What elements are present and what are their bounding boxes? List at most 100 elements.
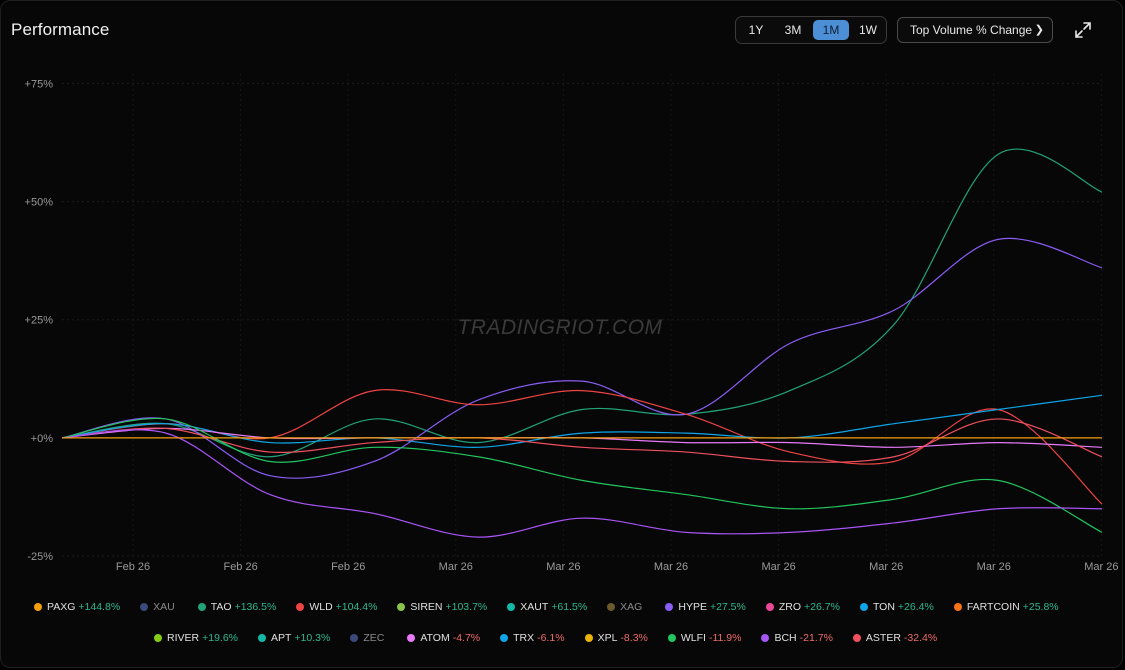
page-title: Performance [11,20,110,39]
legend-symbol: XAU [153,601,175,613]
legend-symbol: HYPE [678,601,707,613]
legend-item-aster[interactable]: ASTER -32.4% [852,631,937,645]
legend-dot-icon [607,603,616,611]
legend-change: -8.3% [620,632,648,644]
legend-change: +144.8% [78,601,121,613]
expand-arrows-icon[interactable] [1074,21,1092,39]
legend-change: +25.8% [1022,601,1059,613]
legend-symbol: ATOM [420,632,450,644]
chart-grid [62,74,1102,557]
legend-change: +27.5% [709,601,746,613]
legend-dot-icon [154,634,162,642]
legend-symbol: SIREN [410,601,443,613]
legend-dot-icon [765,603,774,611]
performance-chart: TRADINGRIOT.COM +75% +50% +25% +0% -25% Feb … [25,74,1119,573]
legend-symbol: RIVER [167,632,200,644]
range-3m-button[interactable]: 3M [784,23,802,37]
watermark: TRADINGRIOT.COM [457,316,662,339]
x-tick-label: Mar 26 [869,561,903,573]
legend-symbol: PAXG [47,601,76,613]
legend-change: -21.7% [799,632,833,644]
series-line-wlfi[interactable] [61,417,1103,533]
x-tick-label: Feb 26 [116,561,150,573]
legend-item-xag[interactable]: XAG [607,600,645,614]
legend-dot-icon [584,634,593,642]
legend-symbol: FARTCOIN [966,601,1020,613]
legend-symbol: ZRO [778,601,802,613]
legend-item-hype[interactable]: HYPE +27.5% [665,600,746,614]
x-tick-label: Mar 26 [654,561,688,573]
legend-symbol: WLD [309,601,333,613]
legend-item-river[interactable]: RIVER +19.6% [154,631,238,645]
legend-item-atom[interactable]: ATOM -4.7% [407,631,480,645]
legend-dot-icon [507,603,516,611]
legend-item-apt[interactable]: APT +10.3% [258,631,330,645]
legend-change: +10.3% [294,632,331,644]
x-tick-label: Mar 26 [546,561,580,573]
legend-item-zro[interactable]: ZRO +26.7% [765,600,840,614]
x-tick-label: Mar 26 [439,561,473,573]
legend-item-xau[interactable]: XAU [140,600,178,614]
range-1y-button[interactable]: 1Y [748,23,764,37]
x-tick-label: Mar 26 [977,561,1011,573]
y-tick-label: +0% [31,433,54,445]
legend-dot-icon [665,603,674,611]
legend-item-trx[interactable]: TRX -6.1% [500,631,565,645]
legend-change: -6.1% [537,632,565,644]
legend-symbol: WLFI [680,632,706,644]
y-tick-label: +50% [25,197,54,209]
legend-change: +104.4% [335,601,378,613]
legend-symbol: APT [271,632,292,644]
legend-item-paxg[interactable]: PAXG +144.8% [34,600,120,614]
legend-item-tao[interactable]: TAO +136.5% [197,600,277,614]
legend-item-wlfi[interactable]: WLFI -11.9% [667,631,742,645]
legend-symbol: XAUT [520,601,549,613]
legend-item-bch[interactable]: BCH -21.7% [761,631,833,645]
legend-item-wld[interactable]: WLD +104.4% [296,600,377,614]
chevron-down-icon: ❯ [1034,24,1044,36]
x-tick-label: Mar 26 [761,561,795,573]
legend-symbol: XAG [620,601,643,613]
y-tick-label: +75% [25,78,54,90]
legend-dot-icon [852,634,861,642]
legend-item-zec[interactable]: ZEC [350,631,387,645]
legend-symbol: ASTER [865,632,901,644]
series-lines [61,148,1103,538]
series-line-hype[interactable] [61,237,1103,479]
legend-item-siren[interactable]: SIREN +103.7% [397,600,487,614]
legend-item-fartcoin[interactable]: FARTCOIN +25.8% [953,600,1059,614]
legend-item-xaut[interactable]: XAUT +61.5% [507,600,587,614]
series-line-aster[interactable] [61,418,1103,463]
range-1m-button[interactable]: 1M [813,20,849,40]
legend-dot-icon [34,603,42,611]
legend-dot-icon [667,634,676,642]
legend-dot-icon [761,634,770,642]
legend-dot-icon [397,603,406,611]
legend-change: +26.4% [897,601,934,613]
legend-change: +103.7% [445,601,488,613]
legend-change: +61.5% [551,601,588,613]
range-1w-button[interactable]: 1W [859,23,877,37]
legend-dot-icon [350,634,359,642]
legend-symbol: TON [872,601,895,613]
legend-item-xpl[interactable]: XPL -8.3% [584,631,648,645]
x-tick-label: Mar 26 [1084,561,1118,573]
legend-item-ton[interactable]: TON +26.4% [859,600,934,614]
sort-select[interactable]: Top Volume % Change ❯ [897,17,1053,43]
series-line-bch[interactable] [61,429,1103,538]
legend-symbol: TRX [513,632,535,644]
range-selector: 1Y 3M 1M 1W [735,16,887,44]
series-line-tao[interactable] [61,148,1103,458]
legend-dot-icon [859,603,868,611]
legend-change: +26.7% [804,601,840,613]
legend-change: -11.9% [708,632,742,644]
sort-select-value: Top Volume % Change [910,23,1033,37]
x-tick-label: Feb 26 [223,561,257,573]
legend-symbol: XPL [597,632,618,644]
legend-change: -4.7% [452,632,481,644]
x-axis: Feb 26 Feb 26 Feb 26 Mar 26 Mar 26 Mar 26 Mar … [116,561,1119,573]
legend-change: +136.5% [234,601,277,613]
legend-symbol: ZEC [363,632,385,644]
y-axis: +75% +50% +25% +0% -25% [25,78,54,563]
